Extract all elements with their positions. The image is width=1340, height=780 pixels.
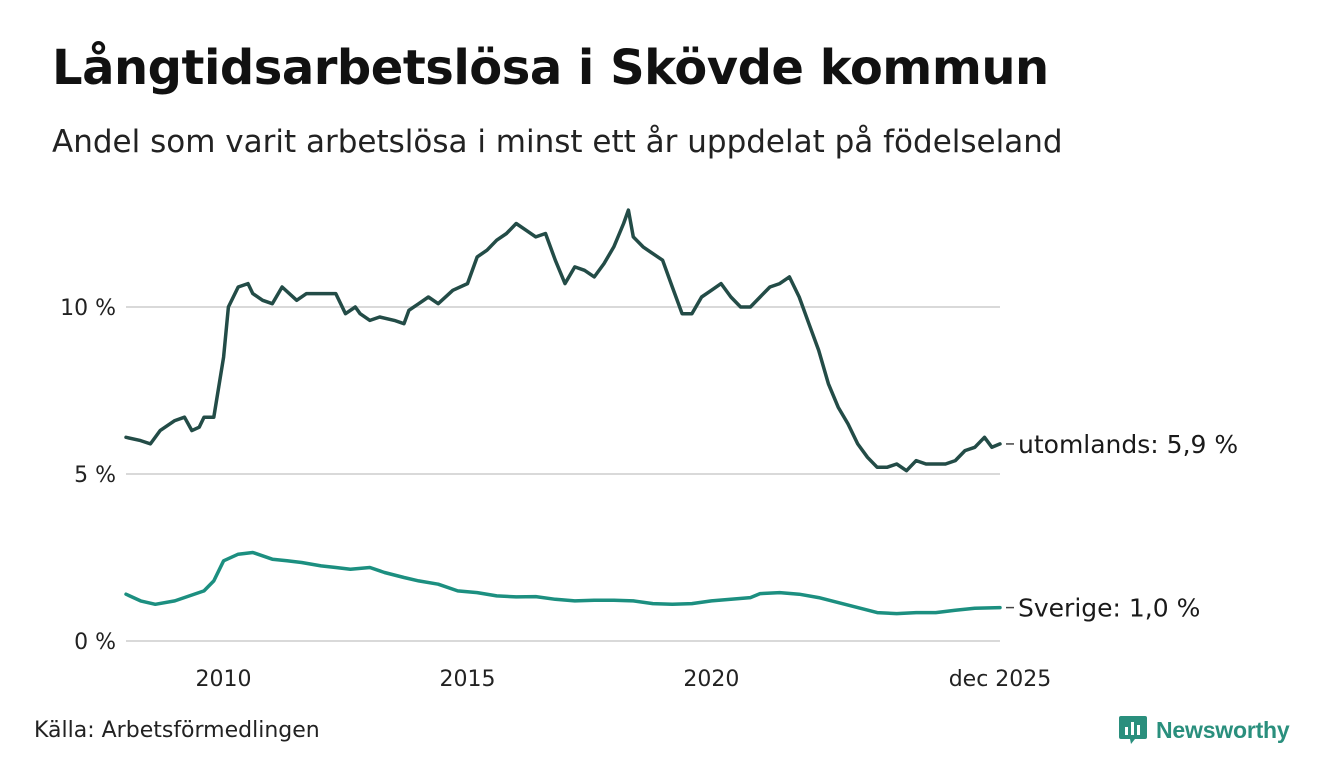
brand-name: Newsworthy <box>1156 716 1290 743</box>
x-tick-label-3: dec 2025 <box>949 667 1052 692</box>
y-axis-ticks: 0 % 5 % 10 % <box>60 296 116 655</box>
end-label-utomlands: utomlands: 5,9 % <box>1018 430 1238 459</box>
series-end-labels: utomlands: 5,9 % Sverige: 1,0 % <box>1006 430 1238 623</box>
x-axis-ticks: 2010 2015 2020 dec 2025 <box>196 667 1052 692</box>
line-chart: 0 % 5 % 10 % 2010 2015 2020 dec 2025 utomland… <box>60 208 1238 692</box>
end-label-sverige: Sverige: 1,0 % <box>1018 594 1200 623</box>
x-tick-label-1: 2015 <box>439 667 495 692</box>
series-lines <box>124 208 1002 616</box>
newsworthy-chart-icon <box>1119 716 1147 744</box>
grid-lines <box>126 306 1000 642</box>
chart-subtitle: Andel som varit arbetslösa i minst ett å… <box>52 124 1063 160</box>
y-tick-label-1: 5 % <box>74 463 116 488</box>
y-tick-label-2: 10 % <box>60 296 116 321</box>
series-line-utomlands <box>124 208 1002 473</box>
x-tick-label-2: 2020 <box>683 667 739 692</box>
series-line-sverige <box>124 550 1002 616</box>
chart-title: Långtidsarbetslösa i Skövde kommun <box>52 40 1049 96</box>
brand-logo[interactable]: Newsworthy <box>1118 714 1290 746</box>
source-note: Källa: Arbetsförmedlingen <box>34 718 320 743</box>
x-tick-label-0: 2010 <box>196 667 252 692</box>
y-tick-label-0: 0 % <box>74 630 116 655</box>
